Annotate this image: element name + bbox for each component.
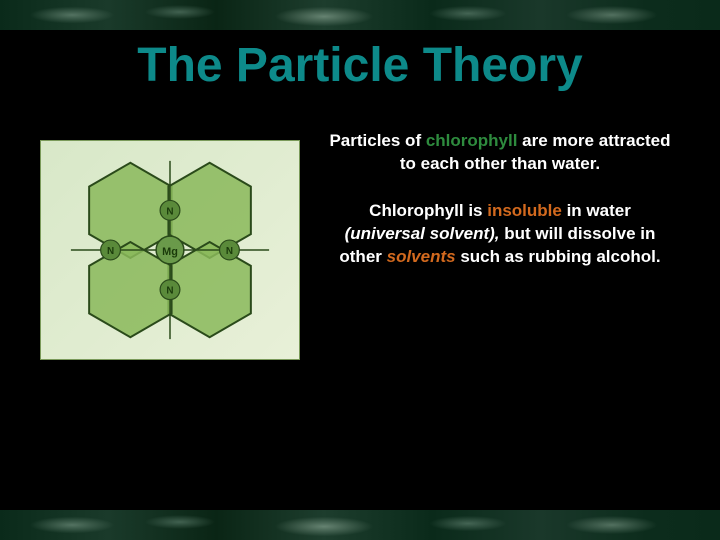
paragraph-1: Particles of chlorophyll are more attrac… [320, 130, 680, 176]
p2-solvents: solvents [387, 247, 456, 266]
p2-text-1: Chlorophyll is [369, 201, 487, 220]
diagram-column: N N N N Mg [40, 130, 300, 450]
svg-text:N: N [226, 246, 233, 257]
chlorophyll-structure-diagram: N N N N Mg [40, 140, 300, 360]
svg-text:N: N [166, 206, 173, 217]
content-row: N N N N Mg Particles of chlorophyll are mor… [40, 130, 680, 450]
slide-title: The Particle Theory [0, 40, 720, 93]
p2-text-2: in water [562, 201, 631, 220]
mg-label: Mg [162, 246, 178, 258]
chlorophyll-svg: N N N N Mg [41, 141, 299, 359]
decorative-border-top [0, 0, 720, 30]
paragraph-2: Chlorophyll is insoluble in water (unive… [320, 200, 680, 269]
svg-text:N: N [166, 286, 173, 297]
decorative-border-bottom [0, 510, 720, 540]
p2-text-4: such as rubbing alcohol. [456, 247, 661, 266]
p2-solvent-phrase: (universal solvent), [345, 224, 500, 243]
svg-text:N: N [107, 246, 114, 257]
p1-text-1: Particles of [329, 131, 425, 150]
p2-insoluble: insoluble [487, 201, 562, 220]
p1-chlorophyll: chlorophyll [426, 131, 518, 150]
text-column: Particles of chlorophyll are more attrac… [320, 130, 680, 450]
